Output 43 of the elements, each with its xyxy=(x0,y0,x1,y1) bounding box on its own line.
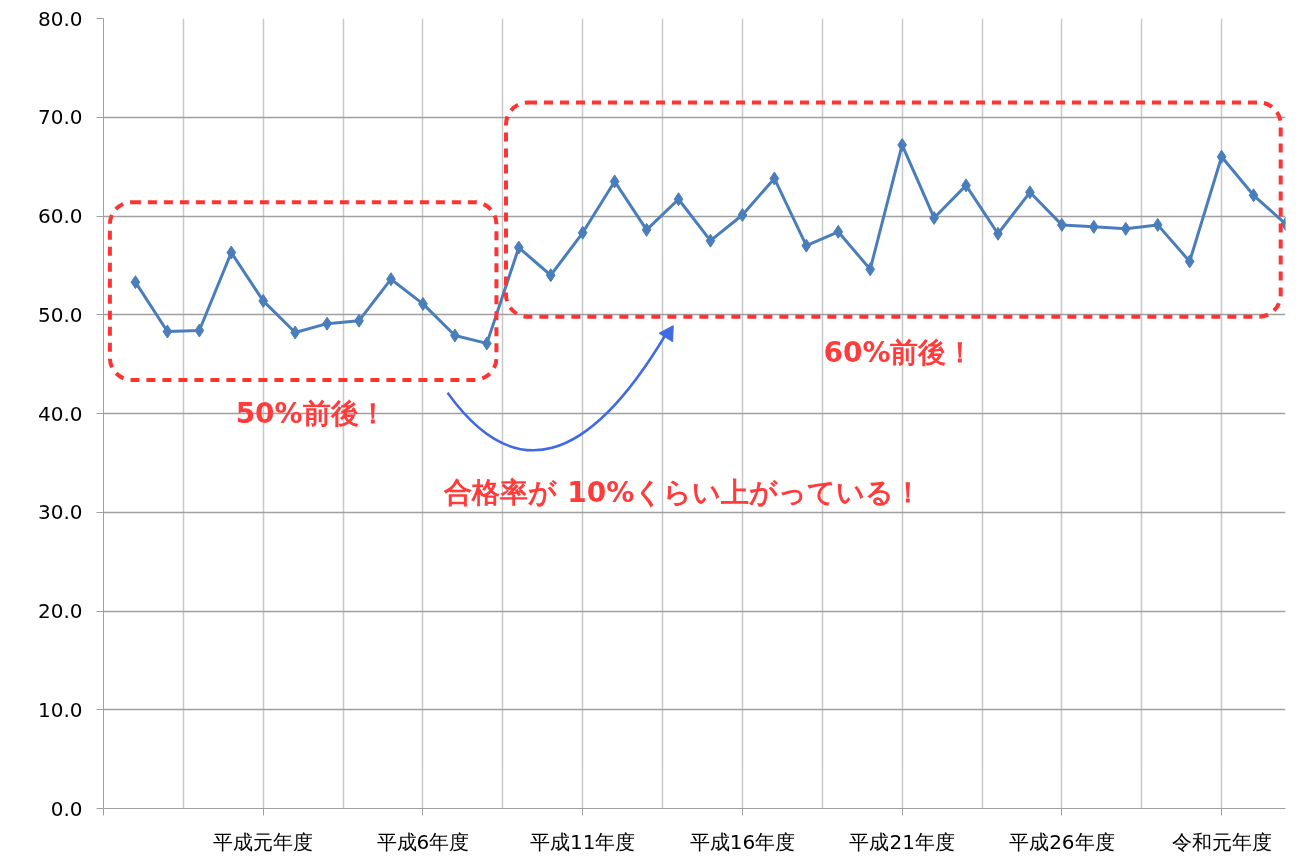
x-tick-label: 令和元年度 xyxy=(1171,829,1272,854)
point xyxy=(769,171,780,186)
y-tick-label: 40.0 xyxy=(37,401,83,426)
y-tick-label: 10.0 xyxy=(37,697,83,722)
y-tick-label: 50.0 xyxy=(37,302,83,327)
x-tick-label: 平成元年度 xyxy=(213,829,314,854)
point xyxy=(641,222,652,237)
y-tick-label: 80.0 xyxy=(37,6,83,31)
x-tick-label: 平成26年度 xyxy=(1009,829,1115,854)
point xyxy=(833,224,844,239)
point xyxy=(705,233,716,248)
point xyxy=(290,325,301,340)
x-tick-label: 平成16年度 xyxy=(689,829,796,854)
point xyxy=(162,324,173,339)
point xyxy=(1248,188,1259,203)
point xyxy=(737,208,748,223)
point xyxy=(194,323,205,338)
point xyxy=(1184,254,1195,269)
y-tick-label: 20.0 xyxy=(37,599,83,623)
annotation: 60%前後！ xyxy=(823,335,975,369)
point xyxy=(801,238,812,253)
point xyxy=(865,262,876,277)
y-tick-label: 0.0 xyxy=(50,796,83,821)
point xyxy=(513,240,524,255)
point xyxy=(545,268,556,283)
point xyxy=(1120,221,1131,236)
annotation: 合格率が 10%くらい上がっている！ xyxy=(443,476,923,509)
point xyxy=(1216,149,1227,164)
x-tick-label: 平成6年度 xyxy=(376,829,470,854)
point xyxy=(577,225,588,240)
annotation: 50%前後！ xyxy=(235,397,387,430)
point xyxy=(1088,219,1099,234)
point xyxy=(1152,217,1163,232)
point xyxy=(130,275,141,290)
point xyxy=(258,293,269,308)
x-tick-label: 平成21年度 xyxy=(849,829,955,854)
y-tick-label: 60.0 xyxy=(37,204,83,228)
y-tick-label: 30.0 xyxy=(37,500,83,525)
point xyxy=(609,174,620,189)
point xyxy=(226,245,237,260)
x-tick-label: 平成11年度 xyxy=(529,829,636,854)
y-tick-label: 70.0 xyxy=(37,105,83,130)
point xyxy=(673,192,684,207)
